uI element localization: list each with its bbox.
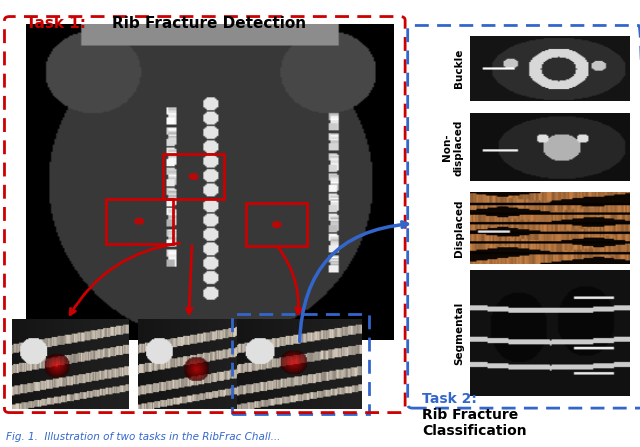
Text: Task 2:: Task 2: [422,392,482,406]
Text: Displaced: Displaced [454,199,464,257]
Bar [106,199,173,244]
Circle shape [188,173,198,180]
Text: Rib Fracture
Classification: Rib Fracture Classification [422,408,527,438]
Bar [246,203,307,246]
Circle shape [134,218,145,225]
Text: Rib Fracture Detection: Rib Fracture Detection [112,16,306,31]
Text: Segmental: Segmental [454,301,464,365]
Text: Fig. 1.  Illustration of two tasks in the RibFrac Chall...: Fig. 1. Illustration of two tasks in the… [6,432,281,442]
Text: Task 1:: Task 1: [26,16,91,31]
Text: Buckle: Buckle [454,48,464,88]
Bar [163,154,224,199]
Circle shape [272,221,282,228]
Text: Non-
displaced: Non- displaced [442,119,464,176]
